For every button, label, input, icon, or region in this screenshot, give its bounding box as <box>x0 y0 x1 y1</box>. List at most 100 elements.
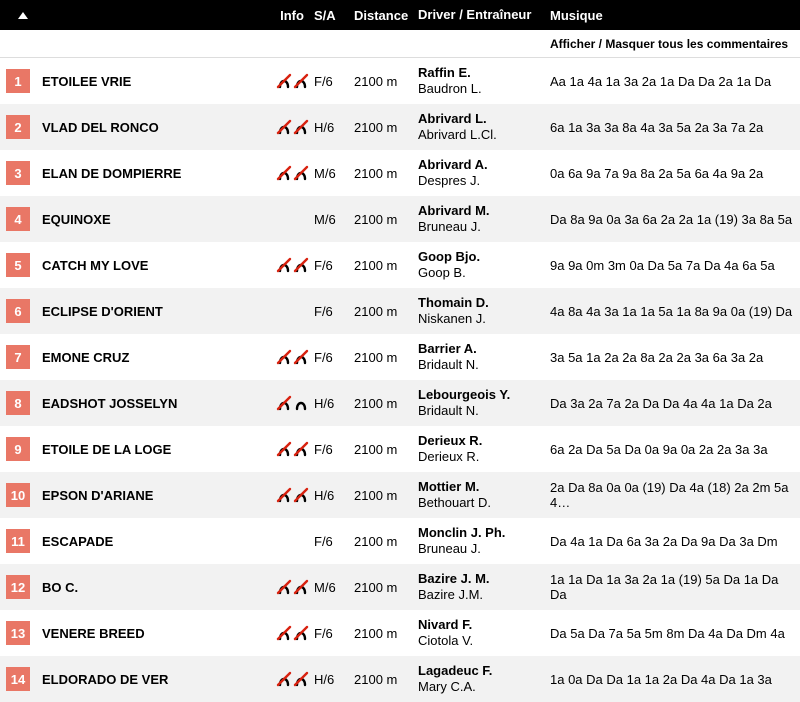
shoe-info <box>270 349 314 365</box>
driver-name: Monclin J. Ph. <box>418 525 550 541</box>
distance: 2100 m <box>354 396 418 411</box>
distance: 2100 m <box>354 258 418 273</box>
musique: 0a 6a 9a 7a 9a 8a 2a 5a 6a 4a 9a 2a <box>550 166 800 181</box>
musique: Da 8a 9a 0a 3a 6a 2a 2a 1a (19) 3a 8a 5a <box>550 212 800 227</box>
table-row[interactable]: 11ESCAPADEF/62100 mMonclin J. Ph.Bruneau… <box>0 518 800 564</box>
musique: 1a 1a Da 1a 3a 2a 1a (19) 5a Da 1a Da Da <box>550 572 800 602</box>
musique: 1a 0a Da Da 1a 1a 2a Da 4a Da 1a 3a <box>550 672 800 687</box>
trainer-name: Ciotola V. <box>418 633 550 649</box>
trainer-name: Baudron L. <box>418 81 550 97</box>
table-row[interactable]: 1ETOILEE VRIEF/62100 mRaffin E.Baudron L… <box>0 58 800 104</box>
driver-trainer: Raffin E.Baudron L. <box>418 65 550 98</box>
toggle-comments-link[interactable]: Afficher / Masquer tous les commentaires <box>550 37 788 51</box>
runner-name[interactable]: VENERE BREED <box>38 626 270 641</box>
runner-name[interactable]: CATCH MY LOVE <box>38 258 270 273</box>
distance: 2100 m <box>354 74 418 89</box>
shoe-info <box>270 441 314 457</box>
horseshoe-removed-icon <box>276 349 292 365</box>
sort-column[interactable] <box>0 12 38 19</box>
driver-name: Derieux R. <box>418 433 550 449</box>
driver-trainer: Lagadeuc F.Mary C.A. <box>418 663 550 696</box>
trainer-name: Bazire J.M. <box>418 587 550 603</box>
horseshoe-removed-icon <box>293 119 309 135</box>
sex-age: F/6 <box>314 350 354 365</box>
musique: 2a Da 8a 0a 0a (19) Da 4a (18) 2a 2m 5a … <box>550 480 800 510</box>
runner-number-badge: 7 <box>6 345 30 369</box>
header-driver[interactable]: Driver / Entraîneur <box>418 7 550 23</box>
distance: 2100 m <box>354 580 418 595</box>
runners-table: 1ETOILEE VRIEF/62100 mRaffin E.Baudron L… <box>0 58 800 702</box>
runner-name[interactable]: ESCAPADE <box>38 534 270 549</box>
header-musique[interactable]: Musique <box>550 8 800 23</box>
musique: Da 5a Da 7a 5a 5m 8m Da 4a Da Dm 4a <box>550 626 800 641</box>
driver-trainer: Abrivard M.Bruneau J. <box>418 203 550 236</box>
driver-name: Thomain D. <box>418 295 550 311</box>
runner-name[interactable]: ETOILEE VRIE <box>38 74 270 89</box>
table-header: Info S/A Distance Driver / Entraîneur Mu… <box>0 0 800 30</box>
runner-name[interactable]: EQUINOXE <box>38 212 270 227</box>
horseshoe-removed-icon <box>293 349 309 365</box>
table-row[interactable]: 12BO C.M/62100 mBazire J. M.Bazire J.M.1… <box>0 564 800 610</box>
driver-name: Mottier M. <box>418 479 550 495</box>
distance: 2100 m <box>354 534 418 549</box>
runner-number-badge: 5 <box>6 253 30 277</box>
runner-name[interactable]: EADSHOT JOSSELYN <box>38 396 270 411</box>
distance: 2100 m <box>354 442 418 457</box>
horseshoe-removed-icon <box>293 441 309 457</box>
driver-name: Barrier A. <box>418 341 550 357</box>
horseshoe-removed-icon <box>276 625 292 641</box>
driver-trainer: Lebourgeois Y.Bridault N. <box>418 387 550 420</box>
table-row[interactable]: 8EADSHOT JOSSELYNH/62100 mLebourgeois Y.… <box>0 380 800 426</box>
table-row[interactable]: 10EPSON D'ARIANEH/62100 mMottier M.Betho… <box>0 472 800 518</box>
sex-age: F/6 <box>314 304 354 319</box>
driver-trainer: Thomain D.Niskanen J. <box>418 295 550 328</box>
table-row[interactable]: 9ETOILE DE LA LOGEF/62100 mDerieux R.Der… <box>0 426 800 472</box>
table-row[interactable]: 2VLAD DEL RONCOH/62100 mAbrivard L.Abriv… <box>0 104 800 150</box>
header-info[interactable]: Info <box>270 8 314 23</box>
trainer-name: Goop B. <box>418 265 550 281</box>
runner-name[interactable]: ELAN DE DOMPIERRE <box>38 166 270 181</box>
runner-number-badge: 10 <box>6 483 30 507</box>
table-row[interactable]: 4EQUINOXEM/62100 mAbrivard M.Bruneau J.D… <box>0 196 800 242</box>
driver-trainer: Bazire J. M.Bazire J.M. <box>418 571 550 604</box>
driver-name: Bazire J. M. <box>418 571 550 587</box>
runner-name[interactable]: ETOILE DE LA LOGE <box>38 442 270 457</box>
distance: 2100 m <box>354 350 418 365</box>
table-row[interactable]: 13VENERE BREEDF/62100 mNivard F.Ciotola … <box>0 610 800 656</box>
horseshoe-removed-icon <box>293 257 309 273</box>
runner-name[interactable]: EMONE CRUZ <box>38 350 270 365</box>
distance: 2100 m <box>354 626 418 641</box>
sex-age: H/6 <box>314 672 354 687</box>
runner-number-badge: 9 <box>6 437 30 461</box>
horseshoe-removed-icon <box>293 671 309 687</box>
table-row[interactable]: 5CATCH MY LOVEF/62100 mGoop Bjo.Goop B.9… <box>0 242 800 288</box>
table-row[interactable]: 14ELDORADO DE VERH/62100 mLagadeuc F.Mar… <box>0 656 800 702</box>
trainer-name: Despres J. <box>418 173 550 189</box>
shoe-info <box>270 73 314 89</box>
header-sa[interactable]: S/A <box>314 8 354 23</box>
runner-name[interactable]: ECLIPSE D'ORIENT <box>38 304 270 319</box>
table-row[interactable]: 3ELAN DE DOMPIERREM/62100 mAbrivard A.De… <box>0 150 800 196</box>
shoe-info <box>270 165 314 181</box>
sex-age: F/6 <box>314 534 354 549</box>
sex-age: F/6 <box>314 442 354 457</box>
driver-trainer: Barrier A.Bridault N. <box>418 341 550 374</box>
runner-name[interactable]: ELDORADO DE VER <box>38 672 270 687</box>
runner-number-badge: 8 <box>6 391 30 415</box>
distance: 2100 m <box>354 212 418 227</box>
runner-name[interactable]: EPSON D'ARIANE <box>38 488 270 503</box>
horseshoe-removed-icon <box>293 579 309 595</box>
table-row[interactable]: 7 EMONE CRUZ F/62100 mBarrier A.Bridault N… <box>0 334 800 380</box>
header-distance[interactable]: Distance <box>354 8 418 23</box>
table-row[interactable]: 6ECLIPSE D'ORIENTF/62100 mThomain D.Nisk… <box>0 288 800 334</box>
runner-name[interactable]: BO C. <box>38 580 270 595</box>
trainer-name: Abrivard L.Cl. <box>418 127 550 143</box>
runner-name[interactable]: VLAD DEL RONCO <box>38 120 270 135</box>
runner-number-badge: 13 <box>6 621 30 645</box>
trainer-name: Bruneau J. <box>418 219 550 235</box>
driver-trainer: Nivard F.Ciotola V. <box>418 617 550 650</box>
driver-trainer: Mottier M.Bethouart D. <box>418 479 550 512</box>
horseshoe-removed-icon <box>276 257 292 273</box>
runner-number-badge: 4 <box>6 207 30 231</box>
horseshoe-removed-icon <box>276 165 292 181</box>
